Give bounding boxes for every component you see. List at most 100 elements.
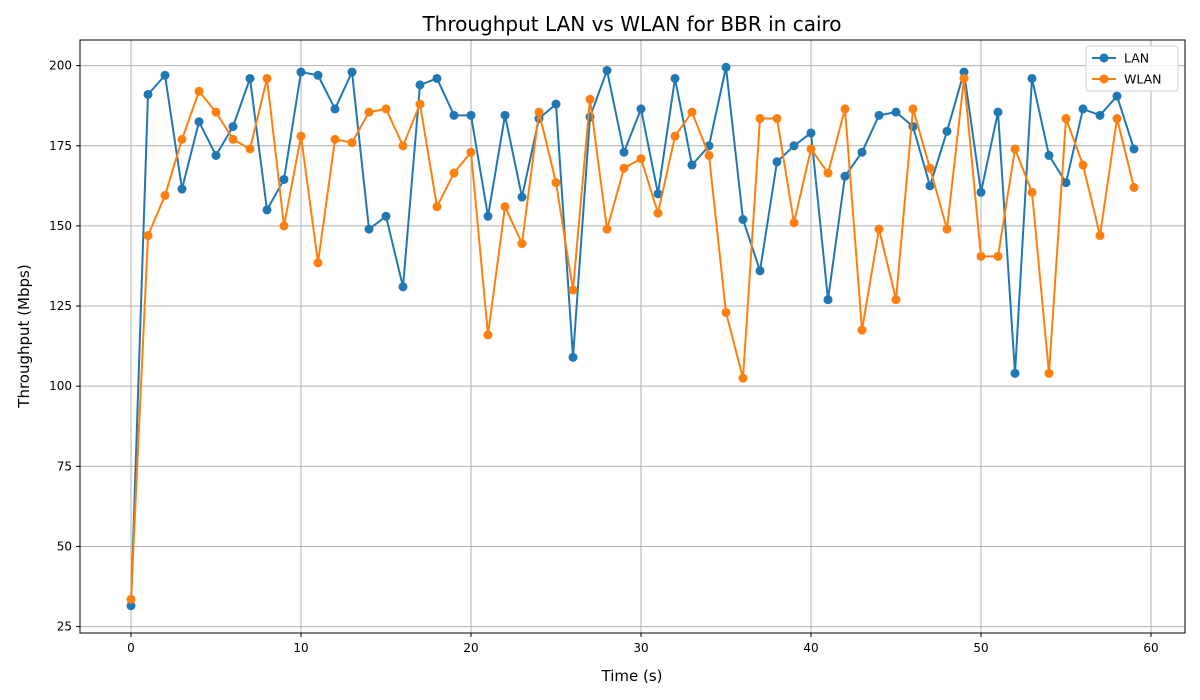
data-point-lan [755, 266, 765, 276]
data-point-wlan [704, 150, 714, 160]
data-point-wlan [1129, 182, 1139, 192]
data-point-wlan [364, 107, 374, 117]
y-tick-label: 25 [57, 620, 72, 634]
data-point-wlan [959, 73, 969, 83]
data-point-lan [925, 181, 935, 191]
data-point-lan [517, 192, 527, 202]
data-point-lan [143, 89, 153, 99]
data-point-lan [279, 174, 289, 184]
x-tick-label: 40 [803, 641, 818, 655]
data-point-lan [959, 67, 969, 77]
data-point-lan [1095, 110, 1105, 120]
data-point-lan [568, 352, 578, 362]
data-point-lan [874, 110, 884, 120]
data-point-wlan [1078, 160, 1088, 170]
data-point-lan [789, 141, 799, 151]
data-point-wlan [1044, 368, 1054, 378]
x-axis-title: Time (s) [601, 667, 663, 685]
data-point-lan [347, 67, 357, 77]
data-point-wlan [143, 231, 153, 241]
data-point-lan [483, 211, 493, 221]
data-point-wlan [517, 239, 527, 249]
data-point-wlan [398, 141, 408, 151]
data-point-wlan [993, 251, 1003, 261]
plot-frame [79, 39, 1186, 634]
data-point-lan [891, 107, 901, 117]
data-point-wlan [789, 218, 799, 228]
x-tick-label: 20 [463, 641, 478, 655]
series-layer [126, 62, 1139, 611]
data-point-wlan [500, 202, 510, 212]
data-point-lan [1010, 368, 1020, 378]
series-line-lan [130, 66, 1135, 606]
y-tick-label: 75 [57, 459, 72, 473]
data-point-lan [551, 99, 561, 109]
data-point-wlan [279, 221, 289, 231]
data-point-wlan [466, 147, 476, 157]
data-point-lan [262, 205, 272, 215]
data-point-lan [670, 73, 680, 83]
data-point-wlan [1027, 187, 1037, 197]
data-point-wlan [653, 208, 663, 218]
data-point-lan [211, 150, 221, 160]
axis-ticks: 0 10 20 30 40 50 60 25 50 75 100 125 150 175 200 [49, 59, 1159, 655]
legend-label-lan: LAN [1124, 51, 1149, 66]
data-point-lan [313, 70, 323, 80]
data-point-wlan [568, 285, 578, 295]
data-point-lan [466, 110, 476, 120]
data-point-wlan [194, 86, 204, 96]
data-point-wlan [721, 307, 731, 317]
data-point-wlan [891, 295, 901, 305]
data-point-lan [806, 128, 816, 138]
data-point-lan [432, 73, 442, 83]
data-point-lan [449, 110, 459, 120]
data-point-lan [500, 110, 510, 120]
x-tick-label: 10 [293, 641, 308, 655]
data-point-wlan [534, 107, 544, 117]
data-point-lan [245, 73, 255, 83]
y-tick-label: 200 [49, 59, 72, 73]
data-point-lan [398, 282, 408, 292]
data-point-wlan [483, 330, 493, 340]
data-point-wlan [857, 325, 867, 335]
series-wlan [126, 73, 1139, 604]
data-point-lan [1112, 91, 1122, 101]
data-point-lan [160, 70, 170, 80]
y-tick-label: 100 [49, 379, 72, 393]
data-point-lan [177, 184, 187, 194]
data-point-wlan [925, 163, 935, 173]
data-point-wlan [415, 99, 425, 109]
legend-marker-lan [1099, 53, 1109, 63]
data-point-wlan [245, 144, 255, 154]
y-tick-label: 50 [57, 539, 72, 553]
data-point-wlan [670, 131, 680, 141]
data-point-lan [602, 65, 612, 75]
data-point-wlan [211, 107, 221, 117]
data-point-lan [415, 80, 425, 90]
data-point-wlan [738, 373, 748, 383]
x-tick-label: 60 [1143, 641, 1158, 655]
data-point-lan [993, 107, 1003, 117]
data-point-lan [721, 62, 731, 72]
x-tick-label: 0 [127, 641, 135, 655]
data-point-wlan [551, 178, 561, 188]
x-tick-label: 30 [633, 641, 648, 655]
y-tick-label: 175 [49, 139, 72, 153]
data-point-lan [619, 147, 629, 157]
data-point-lan [840, 171, 850, 181]
legend-label-wlan: WLAN [1124, 72, 1162, 87]
data-point-wlan [687, 107, 697, 117]
data-point-lan [1129, 144, 1139, 154]
data-point-lan [857, 147, 867, 157]
data-point-wlan [347, 138, 357, 148]
data-point-lan [228, 122, 238, 132]
data-point-wlan [1061, 114, 1071, 124]
data-point-lan [687, 160, 697, 170]
series-line-wlan [130, 77, 1135, 600]
data-point-wlan [1010, 144, 1020, 154]
data-point-wlan [976, 251, 986, 261]
data-point-wlan [942, 224, 952, 234]
data-point-wlan [296, 131, 306, 141]
y-axis-title: Throughput (Mbps) [15, 264, 33, 408]
